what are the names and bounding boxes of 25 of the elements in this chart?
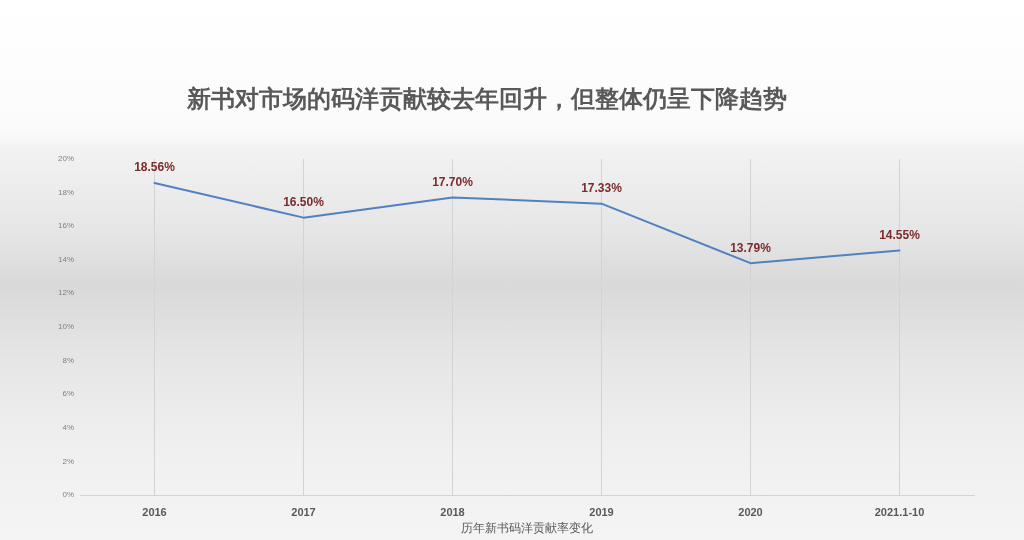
x-tick-label: 2017: [291, 505, 316, 518]
data-label: 13.79%: [730, 240, 772, 255]
y-tick-label: 0%: [62, 490, 74, 500]
data-label: 14.55%: [879, 227, 921, 242]
y-tick-label: 12%: [57, 288, 74, 298]
x-tick-label: 2016: [142, 505, 167, 518]
y-tick-label: 18%: [57, 187, 74, 197]
y-tick-label: 8%: [62, 355, 74, 365]
x-tick-label: 2018: [440, 505, 465, 518]
data-label: 17.70%: [432, 174, 474, 189]
x-tick-label: 2021.1-10: [874, 505, 925, 518]
chart-title: 新书对市场的码洋贡献较去年回升，但整体仍呈下降趋势: [186, 85, 787, 113]
y-tick-label: 14%: [57, 254, 74, 264]
y-tick-label: 2%: [62, 456, 74, 466]
x-tick-label: 2020: [738, 505, 763, 518]
x-axis-title: 历年新书码洋贡献率变化: [461, 521, 593, 536]
x-tick-label: 2019: [589, 505, 614, 518]
y-tick-label: 4%: [62, 422, 74, 432]
y-tick-label: 6%: [62, 389, 74, 399]
y-tick-label: 20%: [57, 154, 74, 163]
data-label: 17.33%: [581, 181, 623, 195]
data-label: 18.56%: [134, 160, 176, 175]
data-label: 16.50%: [283, 194, 325, 209]
y-tick-label: 10%: [57, 322, 74, 332]
y-tick-label: 16%: [57, 221, 74, 231]
